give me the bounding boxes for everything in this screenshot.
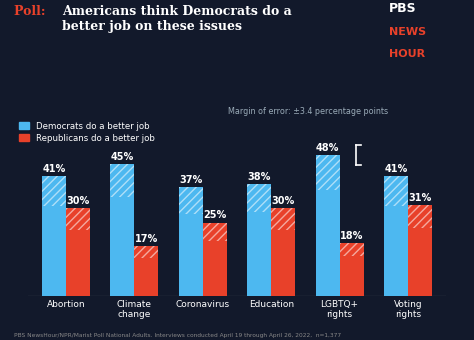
Text: 38%: 38%: [247, 172, 271, 182]
Bar: [42, 176, 66, 296]
Bar: [247, 184, 271, 212]
Bar: [66, 208, 90, 230]
Text: Americans think Democrats do a
better job on these issues: Americans think Democrats do a better jo…: [62, 5, 292, 33]
Text: 25%: 25%: [203, 210, 227, 220]
Bar: [203, 222, 227, 296]
Text: 17%: 17%: [135, 234, 158, 244]
Bar: [271, 208, 295, 230]
Bar: [384, 176, 408, 206]
Text: 41%: 41%: [43, 164, 66, 174]
Bar: [203, 222, 227, 241]
Bar: [316, 155, 339, 190]
Bar: [110, 164, 135, 296]
Text: NEWS: NEWS: [389, 27, 426, 37]
Bar: [408, 205, 432, 296]
Bar: [110, 164, 135, 197]
Text: 30%: 30%: [66, 196, 90, 206]
Bar: [179, 187, 203, 296]
Text: 41%: 41%: [384, 164, 408, 174]
Text: 48%: 48%: [316, 143, 339, 153]
Text: 45%: 45%: [111, 152, 134, 162]
Bar: [66, 208, 90, 296]
Bar: [339, 243, 364, 296]
Text: 37%: 37%: [179, 175, 202, 185]
Text: 18%: 18%: [340, 231, 363, 241]
Bar: [384, 176, 408, 296]
Legend: Democrats do a better job, Republicans do a better job: Democrats do a better job, Republicans d…: [18, 122, 155, 142]
Bar: [271, 208, 295, 296]
Text: 31%: 31%: [408, 193, 431, 203]
Text: Poll:: Poll:: [14, 5, 50, 18]
Text: Margin of error: ±3.4 percentage points: Margin of error: ±3.4 percentage points: [228, 107, 388, 116]
Bar: [408, 205, 432, 228]
Bar: [179, 187, 203, 215]
Bar: [135, 246, 158, 258]
Text: PBS: PBS: [389, 2, 416, 15]
Bar: [42, 176, 66, 206]
Text: 30%: 30%: [272, 196, 295, 206]
Bar: [339, 243, 364, 256]
Text: PBS NewsHour/NPR/Marist Poll National Adults. Interviews conducted April 19 thro: PBS NewsHour/NPR/Marist Poll National Ad…: [14, 333, 341, 338]
Bar: [316, 155, 339, 296]
Text: HOUR: HOUR: [389, 49, 425, 59]
Bar: [135, 246, 158, 296]
Bar: [247, 184, 271, 296]
